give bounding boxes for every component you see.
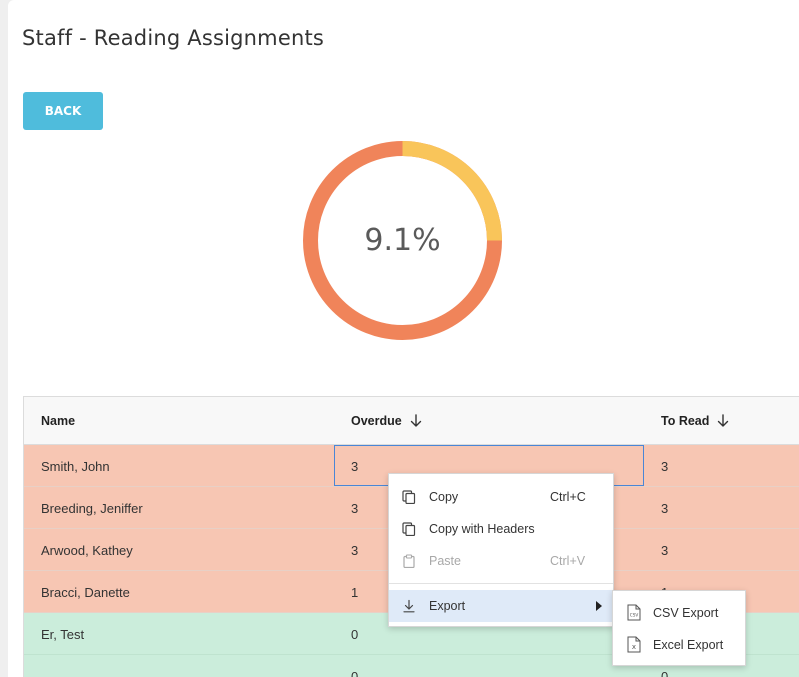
menu-item-shortcut: Ctrl+C	[550, 490, 586, 504]
column-header-label: To Read	[661, 414, 710, 428]
menu-item-shortcut: Ctrl+V	[550, 554, 586, 568]
menu-item-label: Export	[429, 599, 466, 613]
cell-to-read[interactable]: 3	[661, 458, 669, 474]
cell-to-read[interactable]: 0	[661, 668, 669, 677]
menu-item-label: CSV Export	[653, 606, 719, 620]
column-header-name[interactable]: Name	[41, 397, 75, 445]
clipboard-icon	[403, 554, 415, 568]
table-row[interactable]: 0 0	[24, 655, 799, 677]
menu-item-export[interactable]: Export	[389, 590, 613, 622]
cell-overdue[interactable]: 3	[351, 458, 359, 474]
copy-icon	[402, 490, 416, 504]
export-submenu: CSV CSV Export x Excel Export	[612, 590, 746, 666]
menu-item-label: Copy	[429, 490, 459, 504]
donut-percent-label: 9.1%	[364, 223, 441, 258]
progress-donut-chart: 9.1%	[303, 141, 502, 340]
menu-item-copy[interactable]: Copy Ctrl+C	[389, 481, 613, 513]
cell-overdue[interactable]: 0	[351, 668, 359, 677]
menu-item-paste[interactable]: Paste Ctrl+V	[389, 545, 613, 577]
back-button[interactable]: BACK	[23, 92, 103, 130]
column-header-label: Name	[41, 414, 76, 428]
svg-text:x: x	[632, 643, 636, 651]
menu-item-csv-export[interactable]: CSV CSV Export	[613, 597, 745, 629]
cell-overdue[interactable]: 0	[351, 626, 359, 642]
cell-overdue[interactable]: 3	[351, 500, 359, 516]
table-row[interactable]: Smith, John 3 3	[24, 445, 799, 487]
grid-header: Name Overdue To Read	[24, 397, 799, 445]
menu-item-label: Paste	[429, 554, 461, 568]
menu-separator	[389, 583, 613, 584]
cell-name[interactable]: Breeding, Jeniffer	[41, 500, 143, 516]
cell-overdue[interactable]: 3	[351, 542, 359, 558]
csv-file-icon: CSV	[627, 604, 641, 621]
donut-segment-yellow	[303, 141, 502, 340]
menu-item-label: Excel Export	[653, 638, 724, 652]
column-header-to-read[interactable]: To Read	[661, 397, 729, 445]
excel-file-icon: x	[627, 636, 641, 653]
arrow-down-icon[interactable]	[410, 414, 422, 428]
cell-name[interactable]: Er, Test	[41, 626, 85, 642]
cell-name[interactable]: Smith, John	[41, 458, 110, 474]
donut-ring	[303, 141, 502, 340]
cell-overdue[interactable]: 1	[351, 584, 359, 600]
context-menu: Copy Ctrl+C Copy with Headers Paste Ctrl…	[388, 473, 614, 627]
cell-to-read[interactable]: 3	[661, 542, 669, 558]
column-header-label: Overdue	[351, 414, 402, 428]
arrow-down-icon[interactable]	[717, 414, 729, 428]
cell-name[interactable]: Arwood, Kathey	[41, 542, 133, 558]
column-header-overdue[interactable]: Overdue	[351, 397, 422, 445]
cell-to-read[interactable]: 3	[661, 500, 669, 516]
chevron-right-icon	[596, 601, 602, 611]
cell-name[interactable]: Bracci, Danette	[41, 584, 130, 600]
menu-item-label: Copy with Headers	[429, 522, 535, 536]
svg-text:CSV: CSV	[630, 613, 639, 618]
copy-icon	[402, 522, 416, 536]
download-icon	[403, 599, 415, 613]
menu-item-copy-with-headers[interactable]: Copy with Headers	[389, 513, 613, 545]
page-title: Staff - Reading Assignments	[22, 26, 325, 50]
menu-item-excel-export[interactable]: x Excel Export	[613, 629, 745, 661]
